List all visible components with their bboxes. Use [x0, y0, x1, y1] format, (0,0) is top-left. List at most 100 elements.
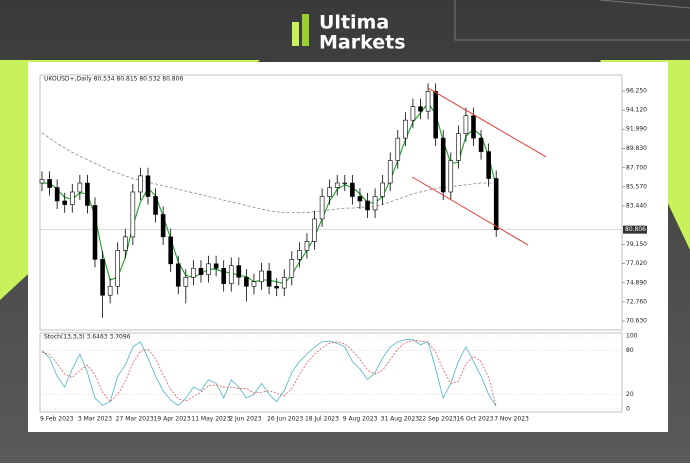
x-tick-label: 19 Apr 2023 [154, 416, 191, 423]
y-tick-label: 89.830 [626, 145, 647, 152]
moving-average [41, 132, 497, 214]
candle-body [228, 265, 234, 284]
candle-body [448, 160, 454, 193]
candle-body [274, 285, 279, 289]
candle-body [425, 91, 431, 112]
candle-body [77, 182, 83, 193]
candle-body [130, 191, 136, 238]
y-tick-label: 77.020 [626, 260, 647, 267]
logo: Ultima Markets [292, 12, 406, 54]
candle-body [160, 214, 166, 238]
indicator-tick-label: 20 [626, 391, 634, 398]
candle-body [266, 270, 272, 287]
candle-body [380, 182, 385, 197]
trend-line [427, 87, 547, 158]
candle-body [433, 91, 438, 139]
candle-body [372, 196, 378, 211]
candle-body [357, 196, 363, 202]
y-tick-label: 87.700 [626, 164, 647, 171]
candle-body [39, 179, 45, 184]
y-tick-label: 72.760 [626, 298, 647, 305]
x-tick-label: 3 Mar 2023 [78, 416, 112, 423]
candle-body [456, 133, 461, 161]
candle-body [221, 268, 226, 284]
candle-body [387, 160, 393, 184]
x-tick-label: 16 Oct 2023 [456, 416, 493, 423]
indicator-tick-label: 100 [626, 333, 638, 340]
logo-icon [302, 14, 309, 46]
candle-body [304, 241, 310, 251]
candle-body [138, 175, 143, 193]
last-price-label: 80.806 [625, 226, 646, 233]
y-tick-label: 94.120 [626, 107, 647, 114]
y-tick-label: 79.150 [626, 241, 647, 248]
stoch-line [41, 339, 497, 407]
candle-body [319, 196, 325, 220]
candle-body [153, 196, 158, 215]
candle-body [410, 106, 416, 121]
logo-text: Markets [319, 32, 406, 54]
y-tick-label: 96.250 [626, 87, 647, 94]
y-tick-label: 91.990 [626, 126, 647, 133]
trend-line [411, 176, 529, 246]
candle-body [312, 218, 317, 242]
candle-body [62, 200, 68, 205]
candle-body [198, 268, 204, 275]
indicator-tick-label: 0 [626, 406, 630, 413]
last-price-box [623, 225, 647, 234]
candle-body [418, 106, 423, 112]
logo-icon [292, 22, 299, 46]
candle-body [69, 191, 75, 205]
candle-body [122, 236, 128, 251]
candle-body [289, 259, 295, 278]
logo-text: Ultima [319, 12, 389, 34]
candle-body [54, 187, 60, 202]
candle-body [175, 263, 181, 287]
x-tick-label: 11 May 2023 [191, 416, 230, 423]
candle-body [342, 182, 348, 185]
indicator-title: Stoch(13,3,3) 3.6463 3.7096 [44, 334, 131, 341]
indicator-frame [39, 332, 623, 413]
indicator-tick-label: 80 [626, 347, 634, 354]
candle-body [486, 151, 491, 179]
candle-body [334, 182, 340, 188]
candle-body [440, 137, 446, 193]
candle-body [403, 119, 408, 139]
y-tick-label: 83.440 [626, 203, 647, 210]
candle-body [259, 270, 264, 283]
x-tick-label: 27 Mar 2023 [116, 416, 154, 423]
candle-body [100, 259, 105, 296]
candle-body [107, 285, 113, 296]
x-tick-label: 26 Jun 2023 [267, 416, 303, 423]
y-tick-label: 74.890 [626, 279, 647, 286]
price-frame [39, 74, 623, 331]
candle-body [213, 263, 219, 269]
x-tick-label: 18 Jul 2023 [305, 416, 339, 423]
candle-body [244, 276, 249, 287]
candle-body [191, 268, 196, 278]
candle-body [365, 200, 370, 211]
candle-body [183, 276, 189, 287]
candle-body [327, 187, 332, 197]
chart-title: UKOUSD+,Daily 80.534 80.815 80.532 80.80… [44, 76, 183, 83]
candle-body [478, 137, 484, 152]
stoch-line [41, 339, 497, 407]
candle-body [115, 250, 120, 287]
x-tick-label: 22 Sep 2023 [419, 416, 457, 423]
candle-body [493, 178, 499, 231]
candle-body [92, 205, 98, 260]
candle-body [251, 281, 257, 287]
candle-body [463, 115, 469, 134]
x-tick-label: 2 Jun 2023 [229, 416, 261, 423]
x-tick-label: 31 Aug 2023 [381, 416, 420, 423]
candle-body [471, 115, 476, 139]
candle-body [395, 137, 401, 161]
candle-body [145, 175, 151, 197]
candle-body [47, 179, 52, 188]
candle-body [206, 263, 211, 275]
x-tick-label: 9 Aug 2023 [343, 416, 378, 423]
chart-panel [28, 62, 668, 432]
candle-body [85, 182, 90, 206]
candle-body [350, 182, 355, 197]
